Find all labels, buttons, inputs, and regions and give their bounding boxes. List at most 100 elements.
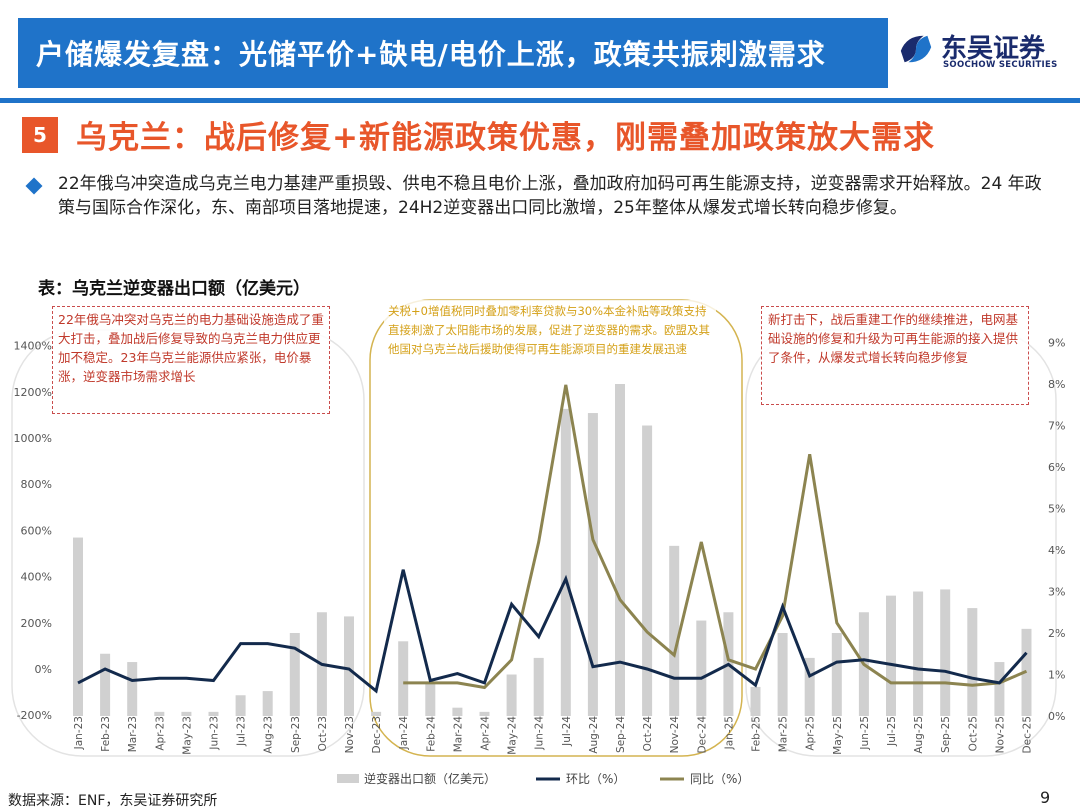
y-left-tick-label: 600% [21,524,52,537]
bar-export-value [262,691,273,716]
y-left-tick-label: 400% [21,571,52,584]
y-right-tick-label: 5% [1048,503,1065,516]
x-tick-label: Jan-25 [723,716,735,750]
y-right-tick-label: 6% [1048,461,1065,474]
bar-export-value [696,620,707,716]
x-tick-label: May-24 [507,716,519,755]
section-number: 5 [22,117,58,153]
x-tick-label: Apr-23 [154,716,166,751]
x-tick-label: Jun-25 [859,716,871,751]
bar-export-value [127,662,138,716]
bar-export-value [642,425,653,716]
bar-export-value [533,657,544,716]
logo-name-en: SOOCHOW SECURITIES [943,60,1058,70]
x-tick-label: Oct-24 [642,716,654,752]
y-right-tick-label: 2% [1048,627,1065,640]
x-tick-label: May-23 [181,716,193,755]
bar-export-value [154,711,165,716]
x-tick-label: Apr-25 [805,716,817,751]
x-tick-label: Oct-23 [317,716,329,751]
note-2024: 关税+0增值税同时叠加零利率贷款与30%本金补贴等政策支持直接刺激了太阳能市场的… [384,300,716,384]
x-tick-label: Nov-23 [344,716,356,753]
bar-export-value [560,408,571,716]
legend-label-bar: 逆变器出口额（亿美元） [364,771,496,786]
bar-export-value [208,711,219,716]
bar-export-value [452,707,463,716]
series-line-yoy [403,384,1028,690]
chart-legend: 逆变器出口额（亿美元） 环比（%） 同比（%） [337,771,749,786]
note-2023: 22年俄乌冲突对乌克兰的电力基础设施造成了重大打击，叠加战后修复导致的乌克兰电力… [52,306,330,414]
x-tick-label: Sep-25 [940,716,952,753]
x-tick-label: Mar-24 [452,716,464,753]
y-left-tick-label: 200% [21,617,52,630]
bar-export-value [506,674,517,716]
legend-swatch-bar [337,774,359,783]
x-tick-label: Mar-23 [127,716,139,752]
x-tick-label: Aug-25 [913,716,925,754]
y-left-tick-label: 800% [21,478,52,491]
series-line-mom [77,569,1028,694]
bar-export-value [587,413,598,716]
bar-export-value [940,589,951,716]
x-tick-label: Jun-24 [534,716,546,751]
bar-export-value [886,595,896,716]
bar-export-value [750,686,761,716]
x-tick-label: Nov-25 [994,716,1006,753]
x-tick-label: Mar-25 [778,716,790,752]
legend-label-yoy: 同比（%） [690,772,749,786]
y-left-tick-label: 1400% [14,340,52,353]
bar-export-value [967,608,978,716]
y-right-tick-label: 3% [1048,586,1065,599]
bar-export-value [371,711,382,716]
x-tick-label: Aug-23 [263,716,275,754]
x-tick-label: Dec-23 [371,716,383,753]
bar-export-value [73,537,83,716]
bar-export-value [777,633,788,716]
bullet-text: 22年俄乌冲突造成乌克兰电力基建严重损毁、供电不稳且电价上涨，叠加政府加码可再生… [58,174,1042,218]
note-2025: 新打击下，战后重建工作的继续推进，电网基础设施的修复和升级为可再生能源的接入提供… [761,306,1029,405]
data-source: 数据来源：ENF，东吴证券研究所 [8,793,218,809]
x-tick-label: Sep-24 [615,716,627,753]
x-tick-label: Jan-24 [398,716,410,751]
x-tick-label: Aug-24 [588,716,600,754]
company-logo: 东吴证券 SOOCHOW SECURITIES [897,30,1067,75]
logo-name-cn: 东吴证券 [941,34,1046,64]
bar-export-value [425,682,436,716]
x-tick-label: Jul-25 [886,716,898,747]
x-tick-label: Feb-25 [751,716,763,752]
x-tick-label: Dec-24 [696,716,708,754]
header-divider [0,98,1080,103]
x-tick-label: Jan-23 [73,716,85,750]
bar-export-value [994,662,1005,716]
bar-export-value [831,633,842,716]
y-right-tick-label: 0% [1048,710,1065,723]
x-tick-label: Dec-25 [1022,716,1034,753]
x-tick-label: Jul-23 [236,716,248,747]
section-title: 乌克兰：战后修复+新能源政策优惠，刚需叠加政策放大需求 [76,120,935,156]
x-tick-label: Feb-24 [425,716,437,752]
y-left-tick-label: -200% [17,709,52,722]
y-left-tick-label: 1200% [14,386,52,399]
y-left-tick-label: 0% [35,663,52,676]
y-right-tick-label: 8% [1048,378,1065,391]
bar-export-value [344,616,354,716]
bar-export-value [615,384,625,716]
header-title: 户储爆发复盘：光储平价+缺电/电价上涨，政策共振刺激需求 [36,38,826,71]
bar-export-value [669,545,680,716]
header-bar [18,18,888,88]
y-left-tick-label: 1000% [14,432,52,445]
y-right-tick-label: 9% [1048,337,1065,350]
bar-export-value [181,711,192,716]
chart-title: 表：乌克兰逆变器出口额（亿美元） [38,279,310,299]
x-tick-label: Oct-25 [967,716,979,751]
bar-export-value [235,695,246,716]
x-tick-label: Sep-23 [290,716,302,753]
y-right-tick-label: 1% [1048,669,1065,682]
bar-export-value [398,641,409,716]
x-tick-label: May-25 [832,716,844,755]
x-tick-label: Apr-24 [480,716,492,751]
bar-export-value [913,591,924,716]
x-tick-label: Nov-24 [669,716,681,754]
bar-export-value [289,633,300,716]
